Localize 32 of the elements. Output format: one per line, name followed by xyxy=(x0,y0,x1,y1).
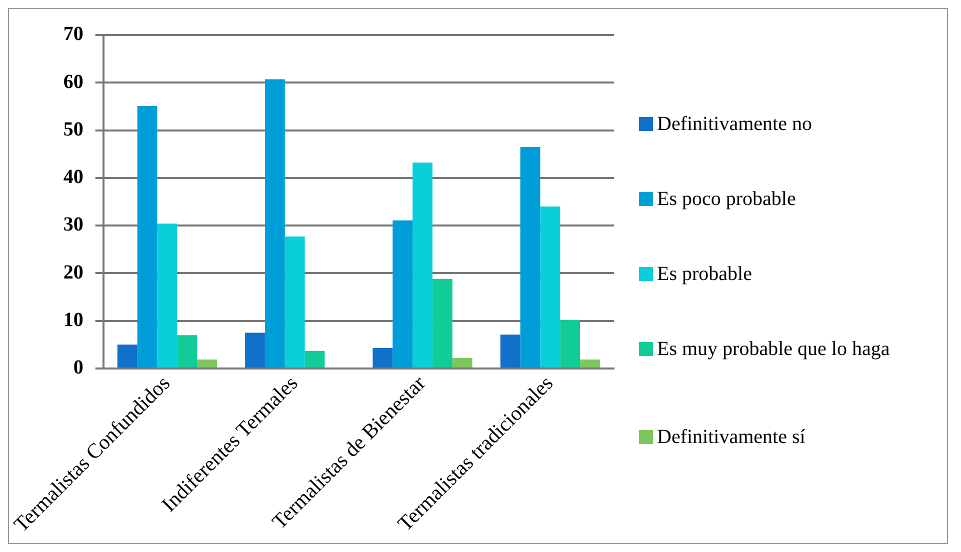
bar xyxy=(392,220,413,368)
bar xyxy=(177,335,198,368)
bar xyxy=(157,224,178,368)
bar xyxy=(540,206,560,368)
y-tick-label: 30 xyxy=(63,214,84,236)
y-tick-label: 0 xyxy=(73,356,84,379)
bar xyxy=(197,359,217,368)
legend-label: Definitivamente sí xyxy=(657,425,806,450)
bar xyxy=(432,278,452,368)
bar xyxy=(117,344,138,368)
legend-label: Es probable xyxy=(657,262,752,287)
legend-label: Es poco probable xyxy=(657,187,796,212)
legend-label: Definitivamente no xyxy=(657,112,812,137)
bar xyxy=(264,79,285,368)
bar xyxy=(284,236,305,368)
y-tick-label: 60 xyxy=(63,70,84,93)
bar xyxy=(137,106,158,368)
bar xyxy=(520,146,540,368)
y-tick-label: 10 xyxy=(63,309,84,332)
y-tick-label: 70 xyxy=(63,23,84,46)
bar xyxy=(304,350,325,368)
bar xyxy=(245,332,265,368)
legend-label: Es muy probable que lo haga xyxy=(657,337,890,362)
bar xyxy=(580,359,600,368)
bar xyxy=(372,348,393,368)
bar xyxy=(500,334,520,368)
y-tick-label: 40 xyxy=(63,166,84,188)
bar xyxy=(412,162,432,368)
bar xyxy=(560,320,580,368)
y-tick-label: 20 xyxy=(63,261,84,284)
bar xyxy=(452,358,472,368)
y-tick-label: 50 xyxy=(63,118,84,140)
